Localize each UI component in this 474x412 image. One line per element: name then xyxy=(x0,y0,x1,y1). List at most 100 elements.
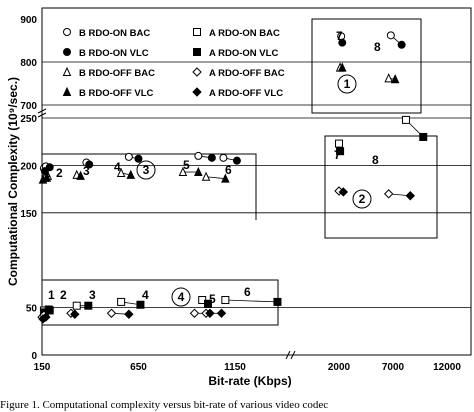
marker-b-rdo-off-vlc xyxy=(126,169,136,179)
group-label: 1 xyxy=(44,166,51,180)
marker-b-rdo-on-bac xyxy=(386,31,395,40)
region-label-circle xyxy=(352,189,372,209)
legend: B RDO-ON BAC A RDO-ON BAC B RDO-ON VLC A RD… xyxy=(62,28,285,99)
marker-b-rdo-off-vlc xyxy=(221,173,230,183)
legend-label-a-rdo-on-vlc: A RDO-ON VLC xyxy=(209,48,278,59)
legend-marker-a-rdo-on-bac xyxy=(193,28,201,36)
data-markers xyxy=(37,31,428,324)
legend-marker-a-rdo-on-vlc xyxy=(193,48,201,56)
region-box-1 xyxy=(311,18,422,114)
marker-b-rdo-on-vlc xyxy=(232,156,241,165)
group-label: 8 xyxy=(372,153,379,167)
region-box-3 xyxy=(42,153,257,220)
region-label: 4 xyxy=(178,290,185,304)
connector-b-rdo-off xyxy=(206,176,226,180)
x-tick-label: 150 xyxy=(34,362,51,373)
group-label: 4 xyxy=(114,160,121,174)
x-tick-label: 7000 xyxy=(382,362,405,373)
group-label: 6 xyxy=(244,285,251,299)
y-axis-break-mark xyxy=(37,108,47,114)
group-label: 7 xyxy=(334,148,341,162)
marker-b-rdo-on-vlc xyxy=(207,153,216,162)
legend-label-b-rdo-off-vlc: B RDO-OFF VLC xyxy=(79,88,154,99)
marker-b-rdo-on-vlc xyxy=(45,163,54,172)
connector-a-rdo-on xyxy=(225,299,278,303)
group-label: 7 xyxy=(336,29,343,43)
marker-a-rdo-on-vlc-upper xyxy=(336,147,345,156)
region-label: 1 xyxy=(344,77,351,91)
group-label: 5 xyxy=(183,158,190,172)
region-label-circle xyxy=(171,287,191,307)
legend-label-b-rdo-on-bac: B RDO-ON BAC xyxy=(79,28,150,39)
legend-label-b-rdo-off-bac: B RDO-OFF BAC xyxy=(79,68,155,79)
marker-a-rdo-on-vlc-upper xyxy=(419,132,428,141)
marker-a-rdo-on-bac xyxy=(221,296,230,305)
figure-caption: Figure 1. Computational complexity versu… xyxy=(0,399,329,411)
marker-a-rdo-off-vlc xyxy=(216,308,227,318)
group-label: 2 xyxy=(60,288,67,302)
marker-b-rdo-on-vlc xyxy=(134,154,143,163)
marker-a-rdo-off-vlc xyxy=(338,187,349,197)
region-label-circle xyxy=(136,160,156,180)
group-label: 1 xyxy=(48,288,55,302)
marker-b-rdo-on-bac xyxy=(219,153,228,162)
marker-a-rdo-on-vlc xyxy=(273,297,282,306)
marker-a-rdo-on-bac xyxy=(72,301,81,310)
marker-b-rdo-on-vlc xyxy=(338,38,347,47)
y-tick-label: 50 xyxy=(26,304,38,315)
group-label: 3 xyxy=(89,288,96,302)
marker-b-rdo-off-vlc xyxy=(337,62,347,72)
marker-b-rdo-off-vlc xyxy=(194,166,203,177)
legend-marker-a-rdo-off-bac xyxy=(192,67,202,77)
marker-a-rdo-off-bac xyxy=(383,189,394,199)
legend-marker-a-rdo-off-vlc xyxy=(192,87,202,97)
group-label: 2 xyxy=(56,166,63,180)
marker-b-rdo-off-vlc xyxy=(76,170,85,180)
x-axis-break-mark xyxy=(285,350,291,360)
region-boxes xyxy=(42,18,438,326)
group-label: 3 xyxy=(83,164,90,178)
marker-a-rdo-on-bac xyxy=(401,115,410,124)
marker-b-rdo-on-vlc xyxy=(397,40,406,49)
tick-labels: 700 800 900 0 50 150 200 250 150 650 1150 2000 7000 1… xyxy=(20,15,461,373)
axis-titles: Bit-rate (Kbps) Computational Complexity … xyxy=(6,77,292,388)
marker-b-rdo-on-bac xyxy=(194,151,203,160)
marker-a-rdo-off-vlc xyxy=(70,309,80,319)
marker-a-rdo-on-bac xyxy=(335,139,343,148)
legend-label-a-rdo-off-vlc: A RDO-OFF VLC xyxy=(209,88,283,99)
legend-marker-b-rdo-off-bac xyxy=(62,66,72,76)
group-label: 8 xyxy=(374,40,381,54)
marker-a-rdo-off-bac xyxy=(106,308,117,318)
marker-a-rdo-off-vlc xyxy=(405,191,415,201)
region-box-2 xyxy=(324,135,438,239)
x-tick-label: 12000 xyxy=(433,362,461,373)
legend-marker-b-rdo-on-vlc xyxy=(63,48,71,56)
x-tick-label: 2000 xyxy=(328,362,351,373)
y-tick-label: 900 xyxy=(20,15,37,26)
marker-b-rdo-on-bac xyxy=(124,152,133,161)
region-label: 2 xyxy=(359,192,366,206)
marker-b-rdo-off-vlc xyxy=(42,172,52,182)
x-axis-break-mark xyxy=(290,350,296,360)
marker-a-rdo-on-bac xyxy=(117,297,126,306)
legend-marker-b-rdo-on-bac xyxy=(63,28,71,36)
region-label-circle xyxy=(337,74,357,94)
marker-a-rdo-on-vlc xyxy=(84,301,93,310)
group-label: 6 xyxy=(225,163,232,177)
legend-label-b-rdo-on-vlc: B RDO-ON VLC xyxy=(79,48,149,59)
y-axis-title: Computational Complexity (10⁹/sec.) xyxy=(6,77,20,286)
x-tick-label: 1150 xyxy=(224,362,246,373)
y-tick-label: 800 xyxy=(20,58,37,69)
x-tick-label: 650 xyxy=(130,362,147,373)
y-tick-label: 200 xyxy=(20,161,37,172)
marker-a-rdo-on-vlc xyxy=(136,300,145,309)
marker-a-rdo-off-vlc xyxy=(41,312,51,322)
legend-marker-b-rdo-off-vlc xyxy=(62,86,72,96)
x-axis-title: Bit-rate (Kbps) xyxy=(208,374,291,388)
complexity-chart: 700 800 900 0 50 150 200 250 150 650 1150 2000 7000 1… xyxy=(6,7,472,388)
marker-b-rdo-on-vlc xyxy=(85,160,94,169)
region-label: 3 xyxy=(143,163,150,177)
group-label: 4 xyxy=(142,288,149,302)
marker-a-rdo-on-vlc xyxy=(203,299,212,308)
